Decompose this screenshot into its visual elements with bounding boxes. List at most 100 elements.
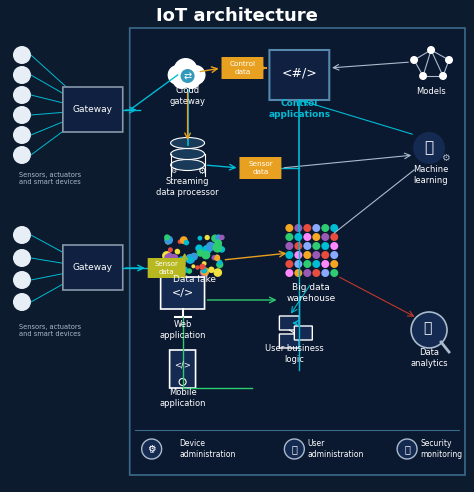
Circle shape (202, 245, 212, 254)
Circle shape (173, 71, 191, 89)
Text: Streaming
data processor: Streaming data processor (156, 177, 219, 197)
Circle shape (174, 249, 180, 254)
Text: Security
monitoring: Security monitoring (420, 439, 462, 459)
Circle shape (303, 269, 311, 277)
Circle shape (180, 236, 188, 244)
Text: </>: </> (174, 361, 191, 369)
Text: </>: </> (172, 288, 194, 298)
Circle shape (294, 269, 302, 277)
Circle shape (13, 66, 31, 84)
Circle shape (285, 260, 293, 268)
Circle shape (321, 233, 329, 241)
FancyBboxPatch shape (273, 52, 324, 94)
Circle shape (413, 132, 445, 164)
Circle shape (181, 266, 188, 274)
Text: 👥: 👥 (292, 444, 297, 454)
Circle shape (168, 65, 188, 85)
Circle shape (321, 242, 329, 250)
Text: Sensor
data: Sensor data (248, 161, 273, 175)
Circle shape (13, 226, 31, 244)
Circle shape (303, 251, 311, 259)
Text: IoT architecture: IoT architecture (155, 7, 318, 25)
Circle shape (303, 233, 311, 241)
Circle shape (201, 267, 207, 274)
Text: 🧠: 🧠 (425, 141, 434, 155)
FancyBboxPatch shape (130, 28, 465, 475)
Circle shape (180, 261, 185, 266)
Circle shape (330, 224, 338, 232)
Circle shape (195, 245, 203, 252)
FancyBboxPatch shape (294, 326, 312, 340)
Circle shape (162, 251, 172, 260)
Circle shape (427, 46, 435, 54)
Circle shape (285, 269, 293, 277)
Text: Sensors, actuators
and smart devices: Sensors, actuators and smart devices (19, 172, 81, 184)
Circle shape (215, 234, 222, 241)
Circle shape (201, 267, 209, 276)
Ellipse shape (171, 137, 205, 149)
Circle shape (208, 267, 215, 273)
FancyBboxPatch shape (279, 334, 300, 348)
Circle shape (312, 269, 320, 277)
Circle shape (165, 239, 171, 245)
Circle shape (303, 242, 311, 250)
Text: Web
application: Web application (159, 320, 206, 339)
Circle shape (169, 254, 179, 264)
Circle shape (13, 271, 31, 289)
Text: ⚙: ⚙ (441, 153, 449, 163)
Circle shape (303, 260, 311, 268)
Circle shape (173, 261, 177, 266)
Circle shape (419, 72, 427, 80)
Text: Models: Models (416, 88, 446, 96)
Circle shape (211, 255, 217, 260)
Text: ⇄: ⇄ (183, 71, 191, 81)
Circle shape (165, 268, 172, 275)
Circle shape (195, 265, 200, 270)
Circle shape (219, 235, 225, 240)
Circle shape (294, 224, 302, 232)
Text: ⚙: ⚙ (197, 166, 206, 176)
Text: Big data
warehouse: Big data warehouse (287, 283, 336, 303)
Circle shape (190, 253, 198, 260)
FancyBboxPatch shape (275, 54, 327, 96)
Circle shape (321, 260, 329, 268)
Circle shape (176, 250, 180, 254)
Circle shape (312, 251, 320, 259)
Circle shape (294, 260, 302, 268)
Circle shape (164, 236, 173, 245)
Text: Cloud
gateway: Cloud gateway (170, 86, 206, 106)
Circle shape (214, 255, 220, 261)
Circle shape (439, 72, 447, 80)
FancyBboxPatch shape (148, 258, 186, 278)
Circle shape (191, 264, 195, 268)
Circle shape (330, 251, 338, 259)
Text: Mobile
application: Mobile application (159, 388, 206, 408)
Text: User
administration: User administration (307, 439, 364, 459)
Circle shape (321, 251, 329, 259)
Circle shape (197, 249, 204, 257)
Circle shape (206, 242, 215, 251)
Circle shape (183, 240, 189, 246)
Circle shape (142, 439, 162, 459)
FancyBboxPatch shape (170, 350, 196, 388)
Circle shape (330, 260, 338, 268)
Circle shape (285, 242, 293, 250)
Text: Device
administration: Device administration (180, 439, 236, 459)
Text: Machine
learning: Machine learning (413, 165, 449, 184)
Circle shape (178, 240, 182, 244)
Circle shape (178, 256, 186, 264)
Circle shape (165, 267, 172, 273)
Circle shape (321, 269, 329, 277)
Circle shape (312, 233, 320, 241)
Text: Sensors, actuators
and smart devices: Sensors, actuators and smart devices (19, 324, 81, 337)
Text: Data
analytics: Data analytics (410, 348, 448, 368)
Circle shape (166, 252, 173, 259)
Text: Gateway: Gateway (73, 264, 113, 273)
Ellipse shape (171, 149, 205, 159)
Text: ⚙: ⚙ (147, 444, 156, 454)
Circle shape (284, 439, 304, 459)
Circle shape (199, 264, 205, 270)
Circle shape (198, 236, 202, 241)
Circle shape (186, 256, 193, 263)
Circle shape (168, 247, 173, 252)
